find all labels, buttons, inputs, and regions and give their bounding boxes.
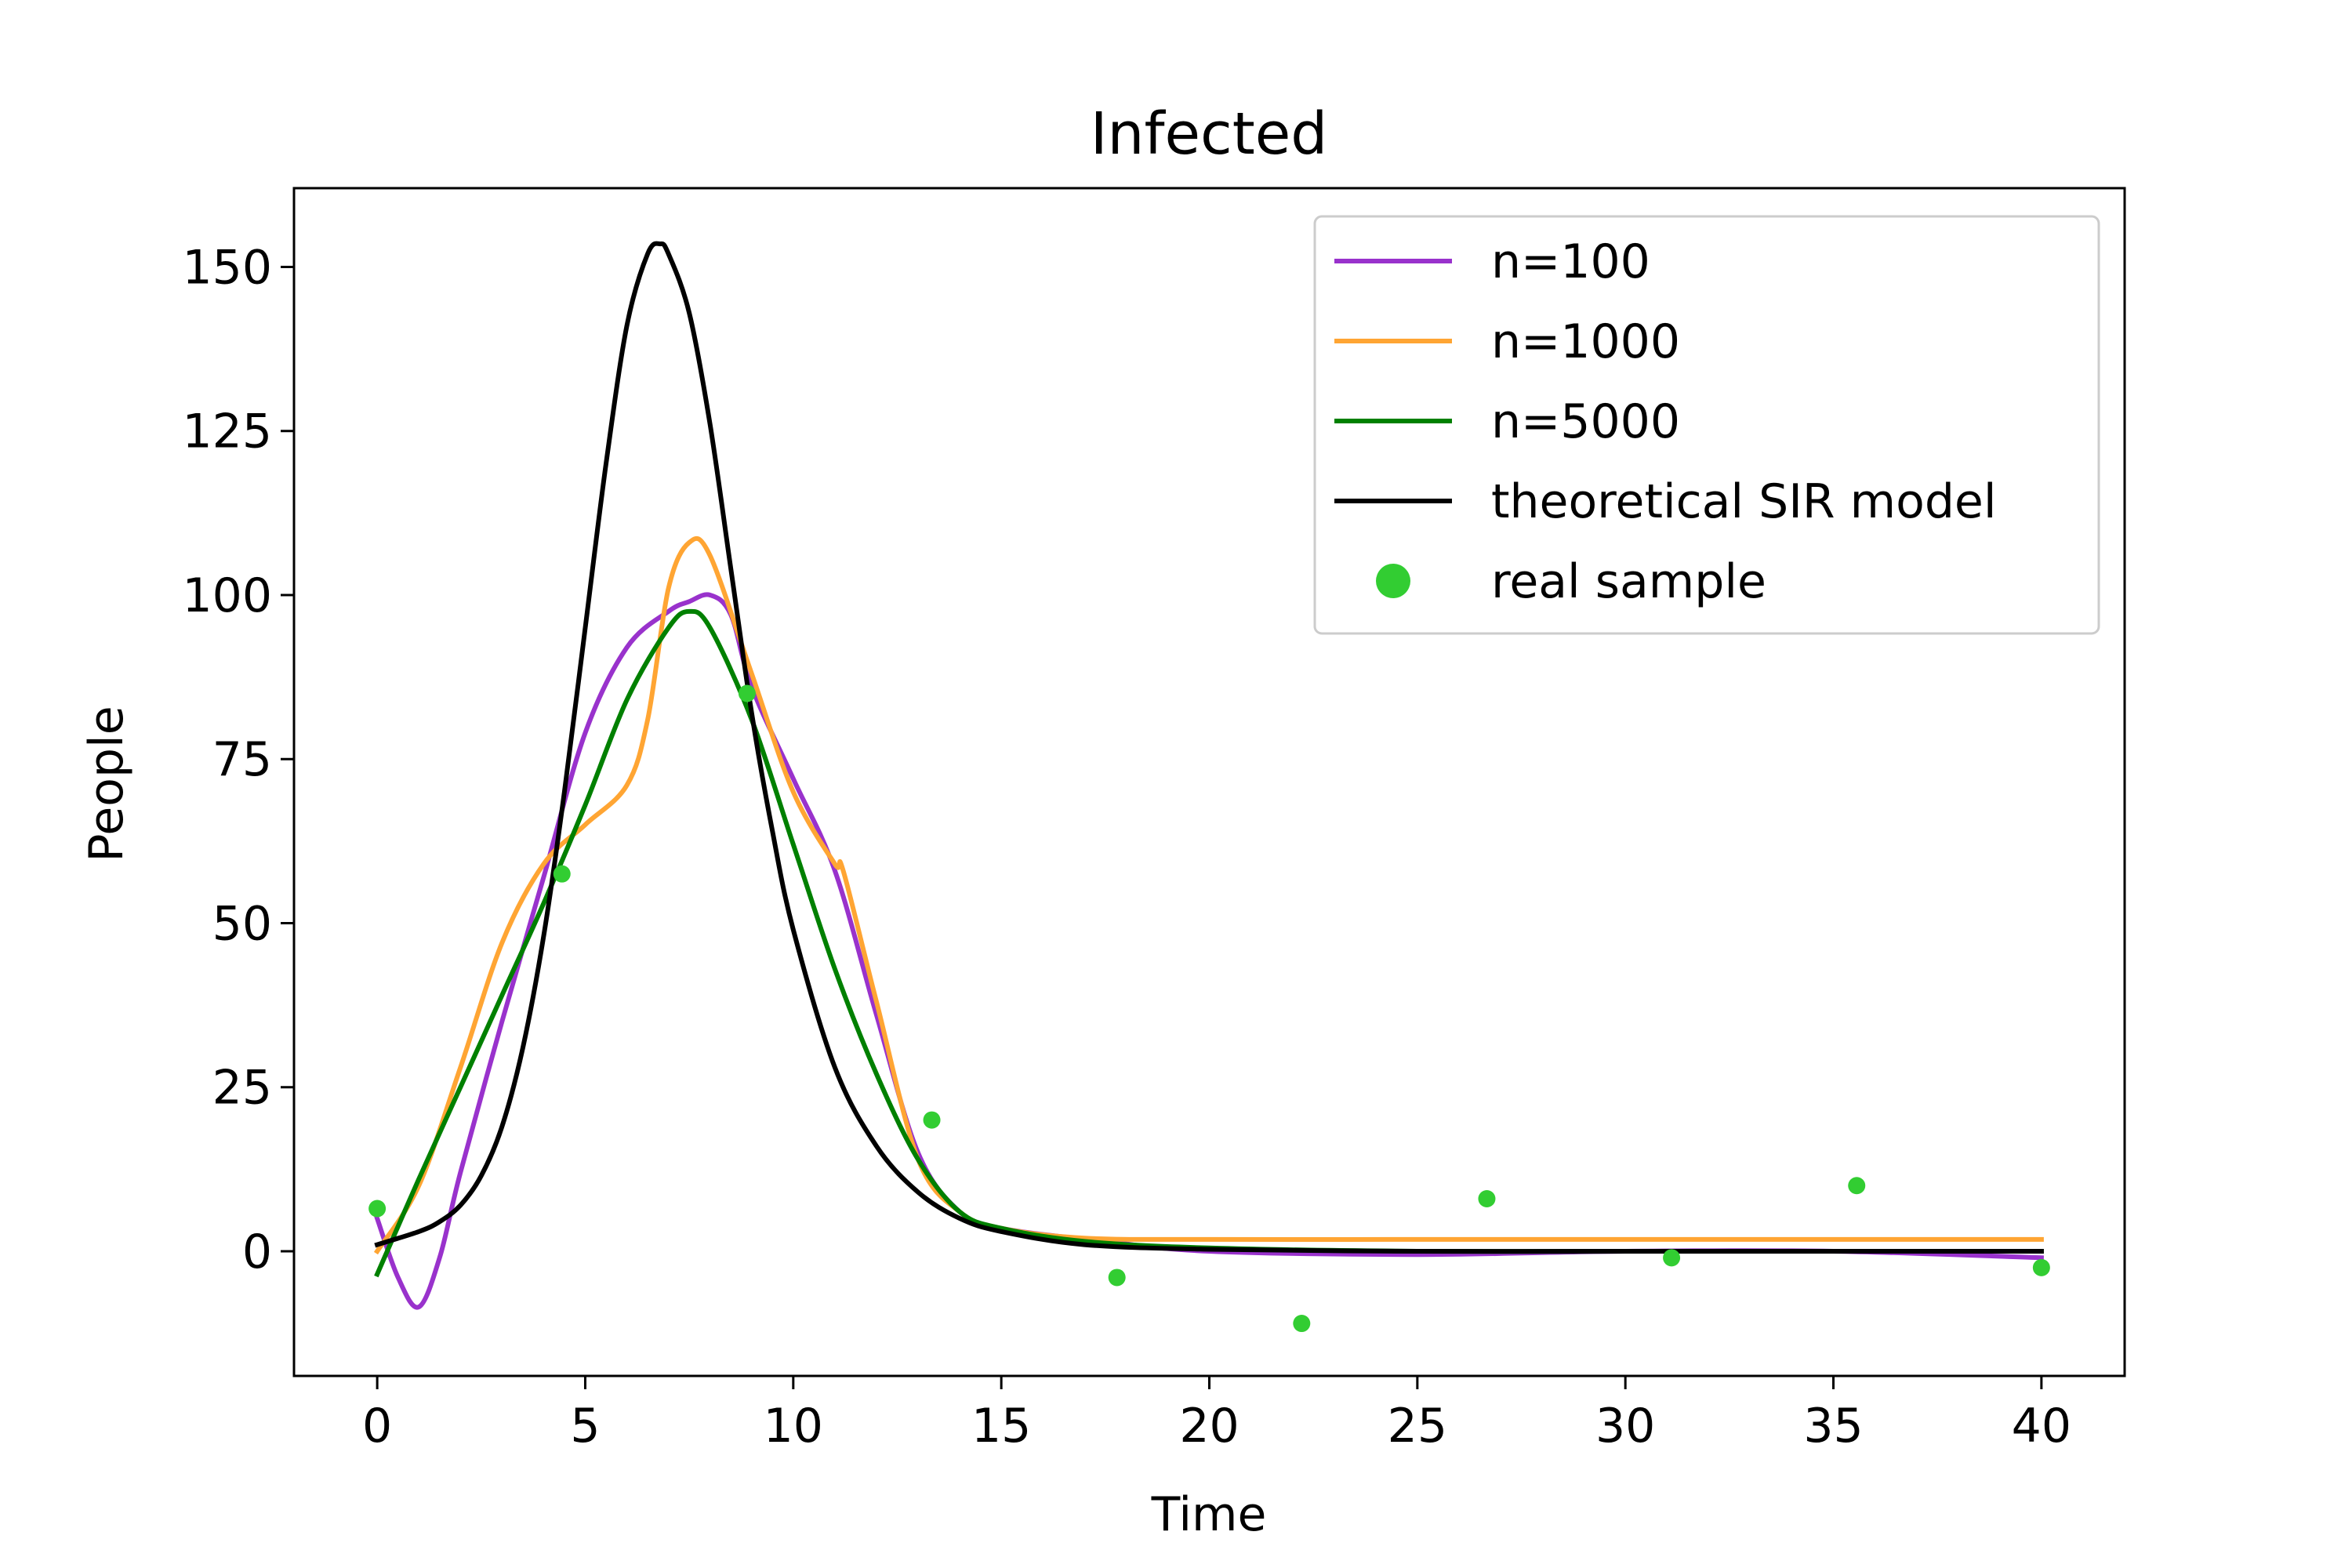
x-axis-label: Time: [1151, 1487, 1267, 1542]
legend-swatch-real-sample: [1376, 564, 1410, 598]
data-point-real-sample: [2032, 1258, 2050, 1276]
x-tick-label: 15: [971, 1399, 1031, 1454]
y-tick-label: 125: [182, 405, 272, 459]
y-tick-label: 150: [182, 240, 272, 295]
legend: n=100 n=1000 n=5000 theoretical SIR model re…: [1313, 215, 2100, 635]
y-tick-label: 25: [212, 1061, 272, 1116]
data-point-real-sample: [738, 684, 756, 702]
x-tick-label: 5: [570, 1399, 600, 1454]
data-point-real-sample: [923, 1111, 941, 1129]
x-tick-label: 0: [362, 1399, 392, 1454]
data-point-real-sample: [368, 1200, 387, 1218]
x-tick-label: 40: [2012, 1399, 2071, 1454]
legend-label-n-1000: n=1000: [1491, 314, 1680, 369]
x-tick-label: 25: [1388, 1399, 1447, 1454]
series-line-n-100: [374, 592, 2044, 1310]
y-tick-label: 50: [212, 896, 272, 951]
legend-label-n-5000: n=5000: [1491, 394, 1680, 449]
legend-label-real-sample: real sample: [1491, 554, 1766, 609]
data-point-real-sample: [1108, 1269, 1126, 1287]
plot-frame: [292, 187, 2126, 1377]
x-tick-label: 10: [764, 1399, 823, 1454]
legend-box: [1313, 215, 2100, 635]
plot-area: [368, 241, 2050, 1333]
x-tick-label: 30: [1595, 1399, 1655, 1454]
y-tick-label: 0: [242, 1225, 272, 1279]
data-point-real-sample: [1293, 1315, 1311, 1333]
data-point-real-sample: [1663, 1249, 1681, 1267]
legend-label-n-100: n=100: [1491, 234, 1650, 289]
data-point-real-sample: [1848, 1177, 1866, 1195]
x-tick-label: 20: [1179, 1399, 1239, 1454]
chart-title: Infected: [1091, 100, 1328, 168]
y-tick-label: 100: [182, 568, 272, 623]
data-point-real-sample: [1478, 1190, 1496, 1208]
legend-label-theoretical-sir-model: theoretical SIR model: [1491, 474, 1997, 529]
y-tick-label: 75: [212, 732, 272, 787]
series-line-n-1000: [373, 535, 2044, 1255]
y-axis-label: People: [79, 706, 134, 862]
axis-ticks: 0 5 10 15 20 25 30 35 40 0 25 50 75 100 125 150: [182, 240, 2071, 1454]
x-tick-label: 35: [1803, 1399, 1863, 1454]
series-line-theoretical-sir-model: [374, 241, 2044, 1254]
data-point-real-sample: [553, 865, 571, 883]
